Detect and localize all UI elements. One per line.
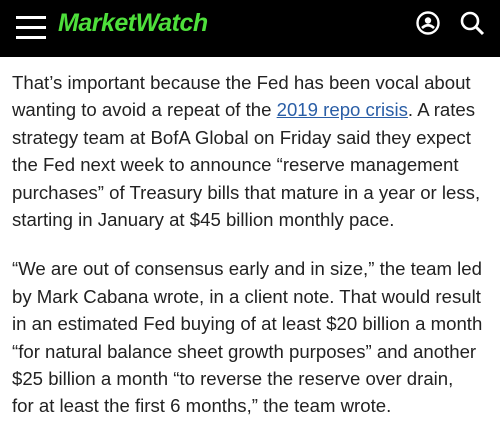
text: wanting to avoid a repeat of the — [12, 99, 277, 121]
page: MarketWatch That’s important because the… — [0, 0, 500, 417]
paragraph: That’s important because the Fed has bee… — [12, 69, 498, 233]
text-line: “for natural balance sheet growth purpos… — [12, 340, 477, 362]
text: . A rates — [407, 99, 476, 121]
text-line: starting in January at $45 billion month… — [12, 208, 395, 230]
paragraph: “We are out of consensus early and in si… — [12, 255, 498, 419]
article-body: That’s important because the Fed has bee… — [12, 69, 498, 442]
text-line: the Fed next week to announce “reserve m… — [12, 154, 459, 176]
text-line: for at least the first 6 months,” the te… — [12, 395, 392, 417]
logo[interactable]: MarketWatch — [58, 9, 208, 37]
text-line: in an estimated Fed buying of at least $… — [12, 313, 483, 335]
account-icon[interactable] — [414, 9, 444, 39]
search-icon[interactable] — [458, 9, 488, 39]
text-line: wanting to avoid a repeat of the 2019 re… — [12, 96, 498, 123]
text-line: strategy team at BofA Global on Friday s… — [12, 126, 471, 148]
menu-icon[interactable] — [14, 0, 54, 57]
text-line: “We are out of consensus early and in si… — [12, 258, 482, 280]
text-line: purchases” of Treasury bills that mature… — [12, 181, 481, 203]
article-link[interactable]: 2019 repo crisis — [276, 99, 408, 121]
text-line: $25 billion a month “to reverse the rese… — [12, 367, 454, 389]
text-line: That’s important because the Fed has bee… — [12, 72, 471, 93]
text-line: by Mark Cabana wrote, in a client note. … — [12, 285, 481, 307]
top-bar: MarketWatch — [0, 0, 500, 57]
